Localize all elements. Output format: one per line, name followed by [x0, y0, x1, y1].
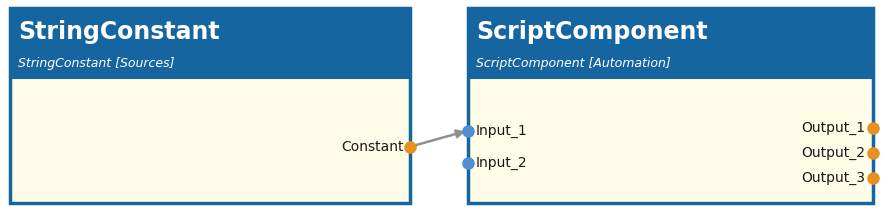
Bar	[468, 8, 873, 78]
Text: Output_2: Output_2	[801, 146, 865, 160]
Bar	[10, 8, 410, 203]
Bar	[10, 8, 410, 78]
Bar	[468, 8, 873, 203]
Bar	[10, 8, 410, 203]
Text: Constant: Constant	[341, 140, 404, 154]
Text: Output_1: Output_1	[801, 121, 865, 135]
Bar	[468, 8, 873, 203]
Text: Output_3: Output_3	[801, 171, 865, 185]
Text: Input_1: Input_1	[476, 123, 528, 138]
Text: StringConstant: StringConstant	[18, 20, 220, 44]
Text: ScriptComponent: ScriptComponent	[476, 20, 708, 44]
Text: StringConstant [Sources]: StringConstant [Sources]	[18, 57, 174, 70]
Text: ScriptComponent [Automation]: ScriptComponent [Automation]	[476, 57, 670, 70]
Text: Input_2: Input_2	[476, 156, 528, 170]
